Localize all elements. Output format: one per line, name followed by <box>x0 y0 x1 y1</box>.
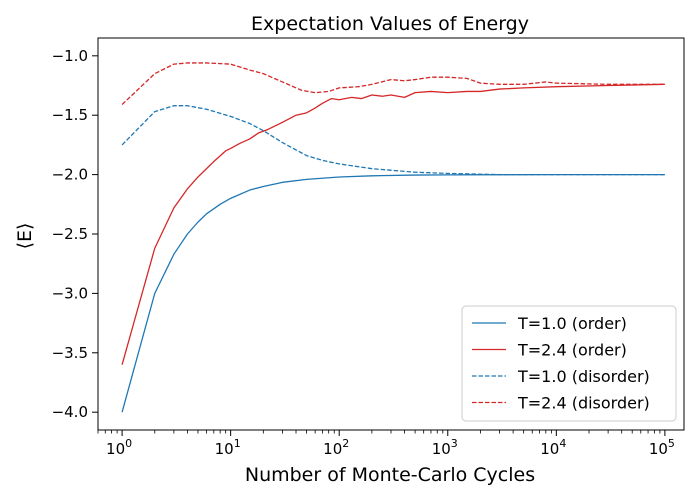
x-axis: 100 101 102 103 104 105 <box>97 430 675 458</box>
x-axis-label: Number of Monte-Carlo Cycles <box>245 464 535 486</box>
legend: T=1.0 (order) T=2.4 (order) T=1.0 (disorde… <box>461 305 677 422</box>
x-tick-label: 100 <box>106 437 132 458</box>
y-tick-label: −4.0 <box>52 403 88 421</box>
y-tick-label: −1.0 <box>52 47 88 65</box>
x-tick-exponent: 3 <box>451 437 458 450</box>
series-line-3 <box>121 105 665 176</box>
legend-label-1: T=1.0 (order) <box>517 314 627 333</box>
legend-box <box>461 305 677 422</box>
y-tick-label: −1.5 <box>52 106 88 124</box>
x-tick-label: 101 <box>215 437 241 458</box>
x-tick-label: 103 <box>432 437 458 458</box>
y-tick-label: −2.0 <box>52 166 88 184</box>
x-tick-exponent: 5 <box>668 437 675 450</box>
series-line-4 <box>121 62 665 105</box>
x-tick-base: 10 <box>432 440 451 458</box>
x-tick-exponent: 4 <box>559 437 566 450</box>
y-tick-label: −3.5 <box>52 344 88 362</box>
legend-label-3: T=1.0 (disorder) <box>517 367 650 386</box>
x-tick-base: 10 <box>215 440 234 458</box>
x-tick-base: 10 <box>540 440 559 458</box>
x-tick-label: 102 <box>323 437 349 458</box>
legend-label-4: T=2.4 (disorder) <box>517 394 650 413</box>
x-tick-base: 10 <box>106 440 125 458</box>
x-tick-exponent: 1 <box>234 437 241 450</box>
x-tick-base: 10 <box>649 440 668 458</box>
y-axis: −4.0 −3.5 −3.0 −2.5 −2.0 −1.5 −1.0 <box>52 47 98 421</box>
x-tick-label: 105 <box>649 437 675 458</box>
x-tick-base: 10 <box>323 440 342 458</box>
chart-title: Expectation Values of Energy <box>251 13 529 35</box>
y-tick-label: −2.5 <box>52 225 88 243</box>
x-tick-exponent: 2 <box>342 437 349 450</box>
y-tick-label: −3.0 <box>52 284 88 302</box>
series-line-1 <box>121 173 665 413</box>
series-line-2 <box>121 83 665 365</box>
plot-area <box>97 37 685 431</box>
x-tick-exponent: 0 <box>125 437 132 450</box>
y-axis-label: ⟨E⟩ <box>14 223 36 250</box>
x-tick-label: 104 <box>540 437 566 458</box>
legend-label-2: T=2.4 (order) <box>517 341 627 360</box>
